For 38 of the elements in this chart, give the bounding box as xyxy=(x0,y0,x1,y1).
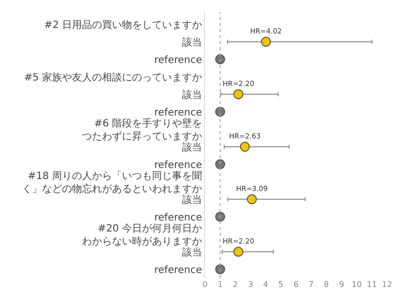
x-tick-label: 2 xyxy=(232,280,238,289)
point xyxy=(215,159,226,170)
y-tick-label: 該当 xyxy=(182,246,202,258)
y-tick-label: #18 周りの人から「いつも同じ事を聞く」などの物忘れがあるといわれますか xyxy=(22,170,202,195)
x-tick-label: 1 xyxy=(218,280,223,289)
y-tick-label: reference xyxy=(154,54,202,66)
x-tick-label: 4 xyxy=(263,280,268,289)
x-tick-label: 11 xyxy=(366,280,377,289)
point xyxy=(240,142,250,152)
y-tick-label: #5 家族や友人の相談にのっていますか xyxy=(24,71,202,84)
y-tick-label: 該当 xyxy=(182,88,202,101)
point xyxy=(233,246,244,257)
x-tick-label: 12 xyxy=(382,280,392,289)
point xyxy=(260,36,271,47)
x-tick-label: 5 xyxy=(278,280,284,289)
y-tick-label: #2 日用品の買い物をしていますか xyxy=(44,20,202,31)
point xyxy=(215,212,226,222)
x-tick-label: 8 xyxy=(324,280,329,289)
y-tick-label: 該当 xyxy=(182,36,202,48)
point xyxy=(215,264,226,274)
y-tick-label: reference xyxy=(154,264,202,276)
point xyxy=(215,54,226,64)
x-tick-label: 6 xyxy=(293,280,299,289)
y-tick-label: #20 今日が何月何日かわからない時がありますか xyxy=(82,222,202,248)
y-tick-label: reference xyxy=(154,212,202,224)
y-tick-label: 該当 xyxy=(182,194,202,206)
x-tick-label: 0 xyxy=(202,280,208,289)
point xyxy=(233,89,244,100)
x-tick-label: 3 xyxy=(248,280,254,289)
point xyxy=(215,106,226,117)
y-tick-label: 該当 xyxy=(182,141,202,154)
y-tick-label: reference xyxy=(154,107,202,118)
y-tick-label: #6 階段を手すりや壁をつたわずに昇っていますか xyxy=(82,117,202,142)
point xyxy=(246,194,257,204)
x-tick-label: 9 xyxy=(338,280,344,289)
x-tick-label: 7 xyxy=(308,280,314,289)
x-tick-label: 10 xyxy=(352,280,362,289)
y-tick-label: reference xyxy=(154,160,202,171)
